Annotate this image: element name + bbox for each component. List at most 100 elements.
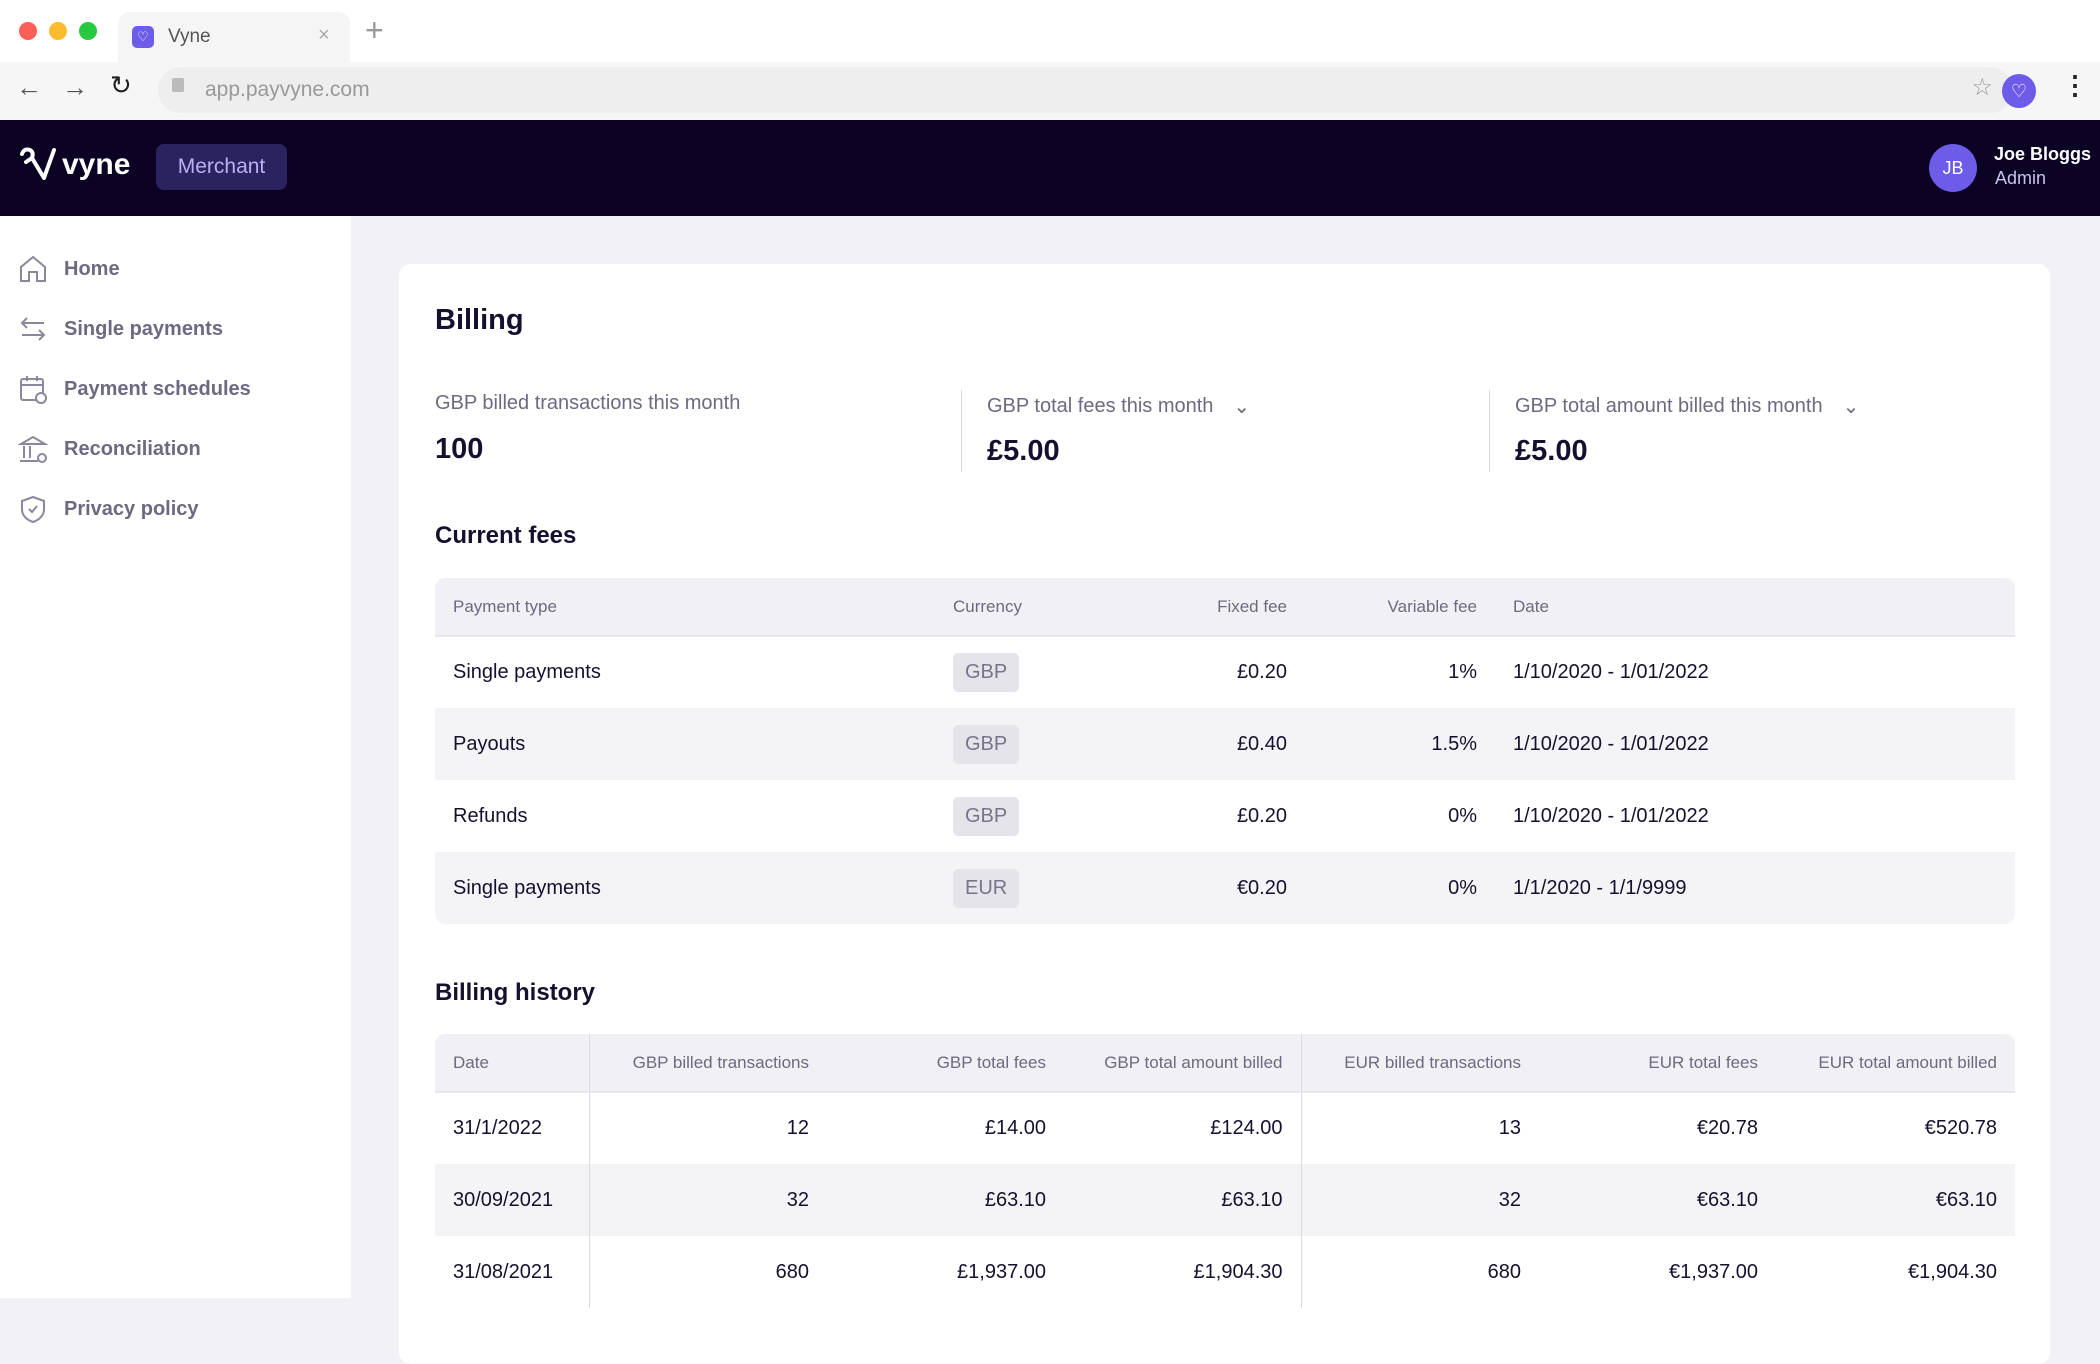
table-row: Refunds GBP £0.20 0% 1/10/2020 - 1/01/2022	[435, 780, 2015, 852]
back-icon[interactable]: ←	[16, 72, 42, 102]
cell-variable-fee: 0%	[1305, 780, 1495, 852]
cell: 13	[1300, 1092, 1539, 1164]
cell: 680	[588, 1236, 827, 1308]
close-tab-icon[interactable]: ×	[318, 24, 330, 46]
billing-card: Billing GBP billed transactions this mon…	[399, 264, 2050, 1364]
browser-tab[interactable]: ♡ Vyne ×	[118, 12, 350, 62]
stat-gbp-transactions: GBP billed transactions this month 100	[435, 392, 740, 466]
cell-text: £0.40	[1236, 732, 1287, 755]
col-gbp-fees: GBP total fees	[827, 1034, 1064, 1093]
cell-fixed-fee: £0.20	[1115, 780, 1305, 852]
url-text: app.payvyne.com	[205, 78, 370, 101]
stat-label: GBP billed transactions this month	[435, 392, 741, 414]
cell-text: Single payments	[453, 876, 601, 899]
cell-text: 1%	[1448, 661, 1477, 683]
stat-value: £5.00	[1515, 435, 1588, 467]
cell: 32	[1300, 1164, 1539, 1236]
merchant-button[interactable]: Merchant	[156, 144, 287, 190]
cell-date: 1/1/2020 - 1/1/9999	[1495, 852, 2015, 924]
stat-label: GBP total fees this month	[987, 395, 1214, 417]
calendar-icon	[20, 376, 47, 404]
app-header: vyne Merchant JB Joe Bloggs Admin	[0, 120, 2100, 216]
stat-label: GBP total amount billed this month	[1515, 395, 1823, 417]
divider	[961, 390, 962, 472]
col-payment-type: Payment type	[435, 578, 935, 637]
cell-variable-fee: 1%	[1305, 636, 1495, 708]
cell: €1,937.00	[1669, 1260, 1758, 1283]
cell: £14.00	[984, 1117, 1046, 1139]
vyne-favicon-icon: ♡	[132, 26, 154, 48]
sidebar-item-label: Single payments	[64, 317, 223, 340]
cell-text: 1/10/2020 - 1/01/2022	[1513, 732, 1709, 755]
sidebar-item-label: Reconciliation	[64, 437, 201, 460]
cell-fixed-fee: €0.20	[1115, 852, 1305, 924]
minimize-window-button[interactable]	[49, 22, 67, 40]
col-eur-billed: EUR billed transactions	[1300, 1034, 1539, 1093]
col-eur-fees: EUR total fees	[1539, 1034, 1776, 1093]
stat-gbp-amount-billed: GBP total amount billed this month ⌄ £5.0…	[1515, 394, 1859, 468]
cell-payment-type: Refunds	[435, 780, 935, 852]
chevron-down-icon[interactable]: ⌄	[1233, 396, 1251, 418]
sidebar-item-payment-schedules[interactable]: Payment schedules	[18, 374, 251, 404]
sidebar-item-single-payments[interactable]: Single payments	[18, 314, 223, 344]
cell-date: 1/10/2020 - 1/01/2022	[1495, 708, 2015, 780]
table-row: Payouts GBP £0.40 1.5% 1/10/2020 - 1/01/2022	[435, 708, 2015, 780]
cell: £63.10	[827, 1164, 1064, 1236]
sidebar-item-privacy-policy[interactable]: Privacy policy	[18, 494, 199, 524]
cell: 680	[1300, 1236, 1539, 1308]
lock-icon	[172, 78, 184, 92]
avatar[interactable]: JB	[1929, 144, 1977, 192]
cell-text: Single payments	[453, 661, 601, 683]
billing-history-table: Date GBP billed transactions GBP total f…	[435, 1034, 2015, 1308]
new-tab-icon[interactable]: +	[365, 12, 384, 48]
cell-payment-type: Payouts	[435, 708, 935, 780]
vyne-logo-icon	[20, 147, 56, 180]
cell-text: 0%	[1448, 804, 1477, 827]
cell: €20.78	[1696, 1117, 1758, 1139]
sidebar-item-label: Home	[64, 257, 120, 280]
cell-payment-type: Single payments	[435, 636, 935, 708]
vyne-extension-icon[interactable]: ♡	[2002, 74, 2036, 108]
cell-payment-type: Single payments	[435, 852, 935, 924]
currency-badge: GBP	[953, 724, 1020, 764]
stat-value: 100	[435, 433, 484, 465]
maximize-window-button[interactable]	[79, 22, 97, 40]
table-row: Single payments GBP £0.20 1% 1/10/2020 - 1/0…	[435, 636, 2015, 708]
stat-value: £5.00	[987, 435, 1060, 467]
currency-badge: GBP	[953, 653, 1020, 692]
chevron-down-icon[interactable]: ⌄	[1842, 396, 1860, 418]
sidebar-item-reconciliation[interactable]: Reconciliation	[18, 434, 201, 464]
cell-fixed-fee: £0.20	[1115, 636, 1305, 708]
forward-icon[interactable]: →	[62, 72, 88, 102]
user-name: Joe Bloggs	[1994, 144, 2092, 164]
address-bar: ← → ↻ app.payvyne.com ☆ ♡ ⋮	[0, 62, 2100, 120]
col-date: Date	[435, 1034, 589, 1093]
browser-menu-icon[interactable]: ⋮	[2062, 70, 2088, 100]
cell: 31/1/2022	[453, 1117, 542, 1139]
reload-icon[interactable]: ↻	[110, 70, 132, 100]
cell: €520.78	[1924, 1117, 1997, 1139]
cell: 32	[588, 1164, 827, 1236]
table-row: 31/08/2021 680 £1,937.00 £1,904.30 680 €1,937…	[435, 1236, 2015, 1308]
col-eur-total: EUR total amount billed	[1776, 1034, 2015, 1093]
currency-badge: EUR	[953, 868, 1020, 908]
cell: €63.10	[1539, 1164, 1776, 1236]
bookmark-star-icon[interactable]: ☆	[1971, 74, 1993, 101]
bank-icon	[18, 435, 48, 463]
table-row: Single payments EUR €0.20 0% 1/1/2020 - 1/1/…	[435, 852, 2015, 924]
page-title: Billing	[435, 304, 524, 336]
stat-gbp-fees: GBP total fees this month ⌄ £5.00	[987, 394, 1250, 468]
cell-text: £0.20	[1236, 804, 1287, 827]
sidebar: Home Single payments Payment schedules R…	[0, 216, 351, 1298]
close-window-button[interactable]	[19, 22, 37, 40]
url-field[interactable]: app.payvyne.com ☆	[158, 67, 2013, 113]
cell-date: 1/10/2020 - 1/01/2022	[1495, 636, 2015, 708]
cell-fixed-fee: £0.40	[1115, 708, 1305, 780]
cell-text: 1.5%	[1431, 732, 1477, 755]
arrows-icon	[20, 317, 46, 341]
cell-text: 1/10/2020 - 1/01/2022	[1513, 661, 1709, 683]
sidebar-item-home[interactable]: Home	[18, 254, 120, 284]
cell: 12	[588, 1092, 827, 1164]
cell-text: 1/10/2020 - 1/01/2022	[1513, 804, 1709, 827]
vyne-logo[interactable]: vyne	[18, 146, 130, 184]
